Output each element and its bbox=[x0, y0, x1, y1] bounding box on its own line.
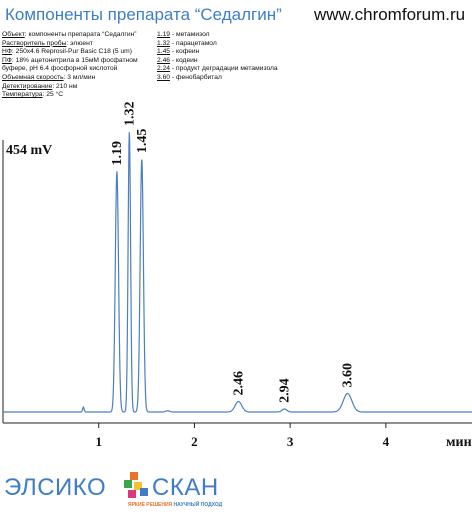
x-axis-unit: мин bbox=[446, 435, 472, 450]
condition-key: Детектирование bbox=[2, 82, 53, 90]
condition-row: Объемная скорость: 3 мл/мин bbox=[2, 74, 138, 83]
condition-value: : 18% ацетонитрила в 15мМ фосфатном bbox=[11, 56, 138, 64]
peak-time: 2.46 bbox=[157, 56, 171, 64]
peak-name: - кофеин bbox=[170, 48, 200, 56]
condition-key: НФ bbox=[2, 48, 12, 56]
cube-logo-icon bbox=[124, 472, 148, 498]
condition-value: : компоненты препарата “Седалгин” bbox=[24, 31, 137, 38]
peak-name: - фенобарбитал bbox=[170, 73, 222, 81]
logo-text-left: ЭЛСИКО bbox=[4, 474, 107, 501]
condition-row: буфере, pH 6.4 фосфорной кислотой bbox=[2, 65, 138, 74]
peak-label: 2.94 bbox=[277, 378, 292, 403]
peak-labels: 1.19 1.32 1.45 2.46 2.94 3.60 bbox=[110, 102, 356, 403]
peak-time: 2.24 bbox=[157, 65, 171, 73]
logo-tagline: ЯРКИЕ РЕШЕНИЯ НАУЧНЫЙ ПОДХОД bbox=[128, 502, 222, 508]
condition-row: Температура: 25 °С bbox=[2, 91, 138, 100]
y-scale-label: 454 mV bbox=[6, 143, 52, 158]
peak-legend-item: 1.32 - парацетамол bbox=[157, 40, 278, 49]
x-tick-label: 3 bbox=[287, 434, 294, 449]
peak-label: 3.60 bbox=[341, 363, 356, 388]
condition-value: буфере, pH 6.4 фосфорной кислотой bbox=[2, 65, 118, 73]
peak-legend-item: 1.45 - кофеин bbox=[157, 48, 278, 57]
peak-name: - метамизол bbox=[170, 31, 210, 38]
condition-key: Объект bbox=[2, 31, 25, 38]
condition-key: Объемная скорость bbox=[2, 73, 64, 81]
condition-row: Детектирование: 210 нм bbox=[2, 83, 138, 92]
peak-label: 1.32 bbox=[122, 102, 137, 127]
peak-label: 1.19 bbox=[110, 141, 125, 166]
peak-label: 2.46 bbox=[231, 371, 246, 396]
chromatogram-trace bbox=[3, 132, 472, 413]
condition-value: : 3 мл/мин bbox=[63, 73, 96, 81]
page-title: Компоненты препарата “Седалгин” bbox=[5, 5, 282, 24]
peak-legend-item: 1.19 - метамизол bbox=[157, 31, 278, 40]
condition-row: НФ: 250x4.6 Reprosil-Pur Basic C18 (5 um… bbox=[2, 48, 138, 57]
peak-label: 1.45 bbox=[135, 129, 150, 154]
condition-key: Растворитель пробы bbox=[2, 39, 67, 47]
logo-tagline-b: НАУЧНЫЙ ПОДХОД bbox=[173, 502, 223, 508]
conditions-block: Объект: компоненты препарата “Седалгин” … bbox=[2, 31, 138, 100]
condition-value: : 210 нм bbox=[52, 82, 78, 90]
condition-value: : элюент bbox=[66, 39, 93, 47]
condition-value: : 250x4.6 Reprosil-Pur Basic C18 (5 um) bbox=[11, 48, 132, 56]
condition-row: Объект: компоненты препарата “Седалгин” bbox=[2, 31, 138, 40]
peak-legend-item: 3.60 - фенобарбитал bbox=[157, 74, 278, 83]
peak-name: - кодеин bbox=[170, 56, 198, 64]
logo-text-right: СКАН bbox=[152, 474, 219, 501]
x-ticks: 1 2 3 4 bbox=[95, 423, 390, 449]
peak-legend-item: 2.46 - кодеин bbox=[157, 57, 278, 66]
x-tick-label: 2 bbox=[191, 434, 198, 449]
condition-key: Температура bbox=[2, 91, 43, 99]
condition-key: ПФ bbox=[2, 56, 12, 64]
x-tick-label: 4 bbox=[383, 434, 390, 449]
site-url[interactable]: www.chromforum.ru bbox=[314, 5, 466, 24]
peak-name: - парацетамол bbox=[170, 39, 217, 47]
condition-row: Растворитель пробы: элюент bbox=[2, 40, 138, 49]
company-logo: ЭЛСИКО СКАН ЯРКИЕ РЕШЕНИЯ НАУЧНЫЙ ПОДХОД bbox=[0, 468, 260, 512]
peak-legend: 1.19 - метамизол 1.32 - парацетамол 1.45… bbox=[157, 31, 278, 83]
peak-name: - продукт деградации метамизола bbox=[170, 65, 278, 73]
logo-tagline-a: ЯРКИЕ РЕШЕНИЯ bbox=[128, 502, 173, 508]
peak-time: 1.19 bbox=[157, 31, 171, 38]
x-tick-label: 1 bbox=[95, 434, 102, 449]
condition-row: ПФ: 18% ацетонитрила в 15мМ фосфатном bbox=[2, 57, 138, 66]
peak-time: 1.32 bbox=[157, 39, 171, 47]
condition-value: : 25 °С bbox=[42, 91, 64, 99]
peak-legend-item: 2.24 - продукт деградации метамизола bbox=[157, 65, 278, 74]
peak-time: 1.45 bbox=[157, 48, 171, 56]
peak-time: 3.60 bbox=[157, 73, 171, 81]
